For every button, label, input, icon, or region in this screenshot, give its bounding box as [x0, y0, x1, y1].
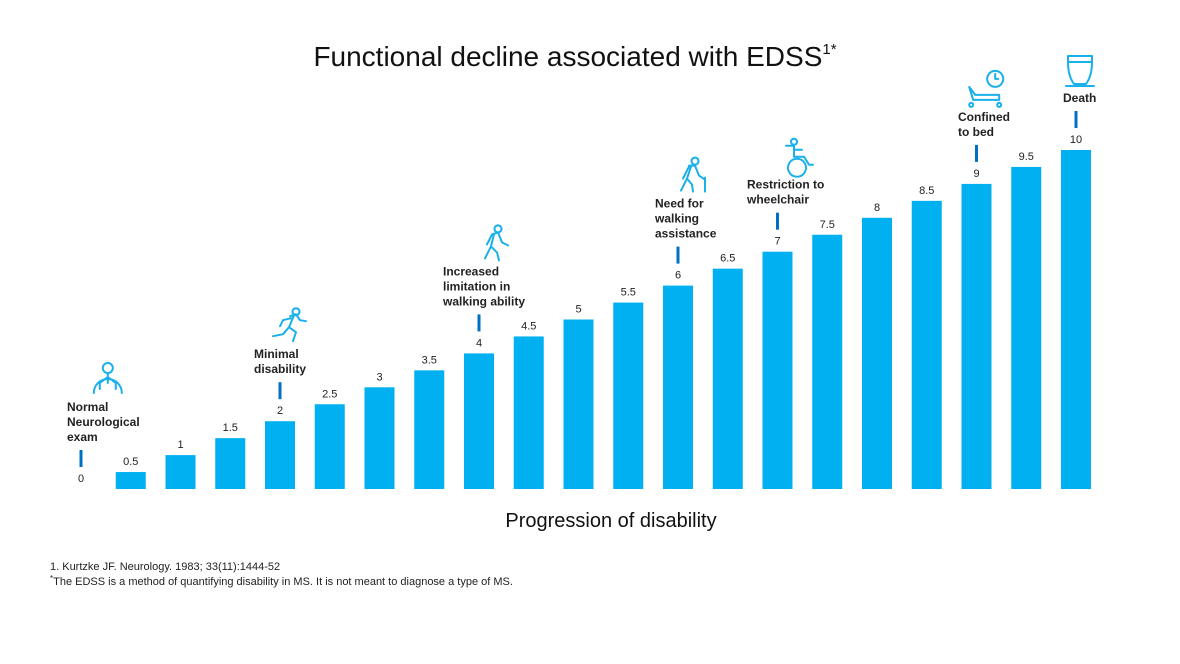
- brain-head-icon: [92, 362, 123, 394]
- bar: [613, 302, 644, 489]
- bar-value-label: 1: [177, 439, 183, 451]
- bar-value-label: 6.5: [720, 253, 735, 265]
- annotation-line: Neurological: [67, 415, 140, 429]
- bar: [961, 183, 992, 489]
- walking-person-icon: [484, 224, 509, 262]
- chart-title: Functional decline associated with EDSS1…: [313, 41, 836, 72]
- wheelchair-icon: [785, 137, 814, 178]
- bar-value-label: 7.5: [820, 219, 835, 231]
- annotation-line: Increased: [443, 264, 499, 278]
- bar-value-label: 9: [973, 168, 979, 180]
- bar-value-label: 1.5: [223, 422, 238, 434]
- bar-value-label: 8: [874, 202, 880, 214]
- bar: [513, 336, 544, 489]
- bar-value-label: 3.5: [422, 354, 437, 366]
- bar: [563, 319, 594, 489]
- running-person-icon: [272, 307, 307, 343]
- annotation-label: Need for walking assistance: [654, 197, 717, 241]
- annotation-line: Normal: [67, 400, 108, 414]
- bar: [1061, 150, 1091, 489]
- annotation-line: Minimal: [254, 347, 299, 361]
- person-with-cane-icon: [680, 156, 706, 193]
- footnote-disclaimer: *The EDSS is a method of quantifying dis…: [50, 574, 513, 588]
- annotation-label: Minimal disability: [254, 347, 306, 376]
- bar: [364, 387, 395, 489]
- bar: [911, 200, 942, 489]
- annotation-line: limitation in: [443, 279, 510, 293]
- annotation-line: to bed: [958, 125, 994, 139]
- bar-value-label: 7: [774, 236, 780, 248]
- bar: [464, 353, 494, 489]
- bar-value-label: 2: [277, 405, 283, 417]
- annotation-label: Normal Neurological exam: [67, 400, 140, 444]
- bed-with-clock-icon: [968, 69, 1005, 108]
- bar: [265, 421, 295, 489]
- x-axis-label: Progression of disability: [505, 510, 716, 532]
- bar-value-label: 10: [1070, 134, 1082, 146]
- bar-value-label: 2.5: [322, 388, 337, 400]
- bar: [165, 455, 196, 489]
- bar-value-label: 9.5: [1019, 151, 1034, 163]
- bar-value-label: 0.5: [123, 456, 138, 468]
- bar: [663, 285, 693, 489]
- annotation-label: Restriction to wheelchair: [746, 178, 824, 207]
- annotation-line: exam: [67, 430, 98, 444]
- bar-value-label: 3: [376, 371, 382, 383]
- bar: [414, 370, 445, 489]
- annotation-label: Confined to bed: [958, 110, 1010, 139]
- bar-value-label: 4: [476, 337, 482, 349]
- annotation-line: assistance: [655, 227, 717, 241]
- bar-value-label: 5.5: [621, 287, 636, 299]
- bar-value-label: 4.5: [521, 320, 536, 332]
- bar: [1011, 166, 1042, 489]
- annotation-line: Death: [1063, 91, 1096, 105]
- annotation-label: Increased limitation in walking ability: [442, 264, 525, 308]
- bar: [762, 251, 793, 489]
- urn-icon: [1065, 55, 1095, 87]
- bar-value-label: 5: [575, 304, 581, 316]
- annotation-line: Confined: [958, 110, 1010, 124]
- annotation-line: walking: [654, 212, 699, 226]
- annotation-line: disability: [254, 362, 306, 376]
- bar-value-label: 6: [675, 270, 681, 282]
- annotation-line: wheelchair: [746, 193, 809, 207]
- bar: [862, 217, 892, 490]
- bar: [812, 234, 843, 489]
- annotation-line: Need for: [655, 197, 704, 211]
- bar-value-label: 0: [78, 473, 84, 485]
- bar-value-label: 8.5: [919, 185, 934, 197]
- bar: [115, 472, 146, 489]
- annotation-line: walking ability: [442, 294, 525, 308]
- annotation-line: Restriction to: [747, 178, 824, 192]
- annotation-label: Death: [1063, 91, 1096, 105]
- footnote-reference: 1. Kurtzke JF. Neurology. 1983; 33(11):1…: [50, 561, 280, 573]
- bar: [215, 438, 246, 489]
- bar: [314, 404, 345, 489]
- bar: [712, 268, 743, 489]
